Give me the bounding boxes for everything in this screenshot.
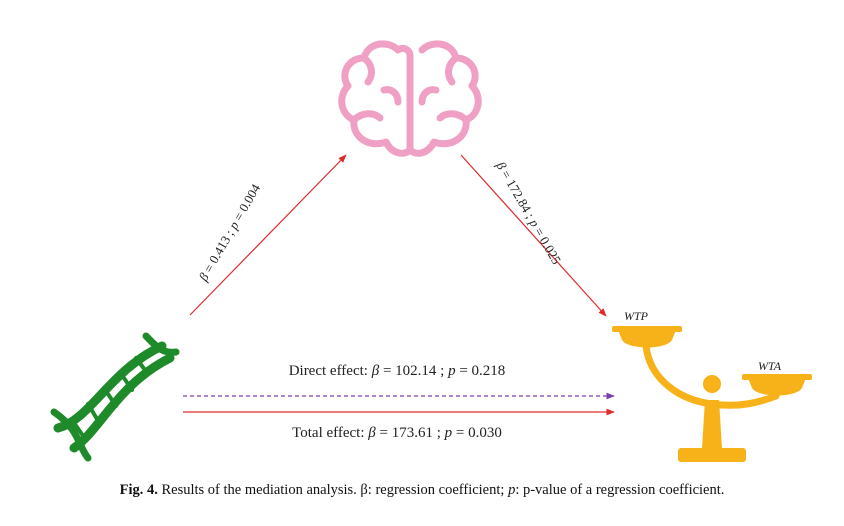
caption-text-2: : p-value of a regression coefficient.	[515, 482, 725, 498]
wta-label: WTA	[758, 359, 782, 373]
direct-effect-label: Direct effect: β = 102.14 ; p = 0.218	[289, 363, 506, 379]
path-a-label: β = 0.413 ; p = 0.004	[195, 181, 263, 284]
wtp-label: WTP	[624, 309, 649, 323]
caption-text-1: Results of the mediation analysis. β: re…	[157, 482, 509, 498]
path-a-arrow	[189, 154, 347, 316]
figure-caption: Fig. 4. Results of the mediation analysi…	[0, 482, 844, 499]
brain-icon	[338, 40, 482, 157]
dna-icon	[50, 332, 180, 462]
path-b-arrow	[460, 154, 607, 317]
caption-p-symbol: p	[508, 482, 516, 498]
figure-number: Fig. 4.	[119, 482, 158, 498]
scale-icon	[612, 326, 812, 462]
path-b-label: β = 172.84 ; p = 0.025	[493, 158, 564, 267]
total-effect-label: Total effect: β = 173.61 ; p = 0.030	[292, 425, 502, 441]
